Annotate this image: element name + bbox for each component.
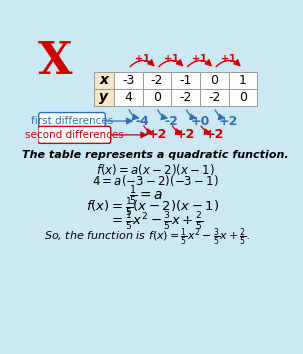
Bar [94, 72, 114, 89]
Text: 0: 0 [210, 74, 218, 87]
Text: +1: +1 [135, 55, 150, 64]
Text: +2: +2 [147, 129, 167, 141]
Text: $= \frac{1}{5}x^2 - \frac{3}{5}x + \frac{2}{5}$: $= \frac{1}{5}x^2 - \frac{3}{5}x + \frac… [108, 211, 203, 233]
Text: 0: 0 [153, 91, 161, 104]
Text: -2: -2 [151, 74, 163, 87]
Bar [228, 89, 257, 105]
Text: +1: +1 [221, 55, 236, 64]
Text: -2: -2 [208, 91, 220, 104]
Text: So, the function is $f(x) = \frac{1}{5}x^2 - \frac{3}{5}x + \frac{2}{5}$.: So, the function is $f(x) = \frac{1}{5}x… [44, 227, 250, 248]
Bar [228, 72, 257, 89]
Text: -2: -2 [164, 115, 178, 127]
Text: +0: +0 [190, 115, 210, 127]
Bar [114, 72, 142, 89]
Bar [171, 72, 200, 89]
Text: X: X [38, 40, 72, 83]
Text: -1: -1 [179, 74, 192, 87]
Text: +2: +2 [219, 115, 238, 127]
FancyBboxPatch shape [39, 113, 105, 130]
Bar [200, 89, 228, 105]
Text: x: x [99, 73, 108, 87]
Text: $f(x) = a(x-2)(x-1)$: $f(x) = a(x-2)(x-1)$ [96, 162, 215, 177]
Bar [200, 72, 228, 89]
Text: first differences: first differences [31, 116, 113, 126]
Text: The table represents a quadratic function.: The table represents a quadratic functio… [22, 150, 289, 160]
Text: -2: -2 [179, 91, 192, 104]
Bar [142, 72, 171, 89]
FancyBboxPatch shape [38, 126, 111, 143]
Text: $\frac{1}{5} = a$: $\frac{1}{5} = a$ [129, 183, 164, 208]
Bar [171, 89, 200, 105]
Text: +2: +2 [205, 129, 224, 141]
Text: 1: 1 [239, 74, 247, 87]
Text: y: y [99, 90, 108, 104]
Text: $4 = a(-3-2)(-3-1)$: $4 = a(-3-2)(-3-1)$ [92, 173, 219, 188]
Bar [142, 89, 171, 105]
Bar [94, 89, 114, 105]
Text: $f(x) = \frac{1}{5}(x-2)(x-1)$: $f(x) = \frac{1}{5}(x-2)(x-1)$ [86, 197, 219, 219]
Text: -3: -3 [122, 74, 134, 87]
Text: second differences: second differences [25, 130, 124, 140]
Text: +2: +2 [176, 129, 195, 141]
Text: -4: -4 [135, 115, 149, 127]
Text: 0: 0 [239, 91, 247, 104]
Text: +1: +1 [192, 55, 207, 64]
Text: +1: +1 [164, 55, 178, 64]
Text: 4: 4 [124, 91, 132, 104]
Bar [114, 89, 142, 105]
